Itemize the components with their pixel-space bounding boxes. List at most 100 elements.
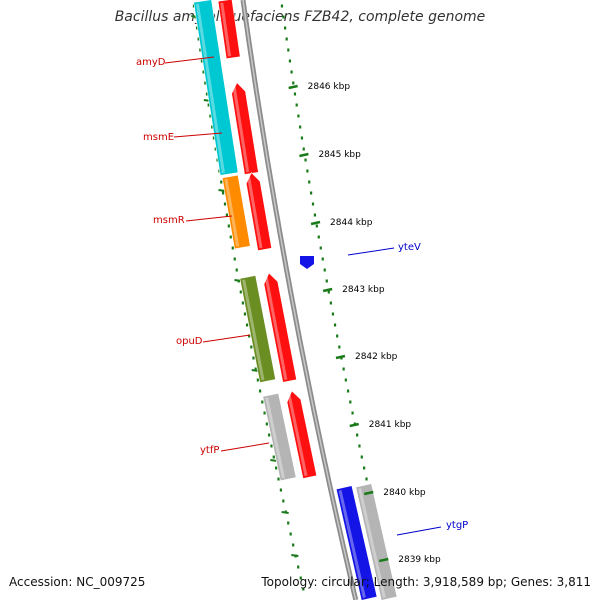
ring-dot (287, 521, 290, 525)
gene-yteV-block (299, 256, 314, 269)
ring-dot (199, 48, 202, 52)
ring-dot (200, 59, 204, 63)
gene-arrow (231, 82, 259, 175)
ring-dot (290, 70, 293, 74)
gene-body (193, 0, 239, 176)
backbone-highlight (242, 0, 357, 600)
ring-dot (338, 345, 341, 349)
gene-leader-line (220, 442, 270, 452)
ring-dot (331, 312, 335, 316)
ring-dot (207, 103, 210, 107)
ring-dot (221, 191, 225, 195)
accession-text: Accession: NC_009725 (9, 575, 146, 589)
gene-arrow (286, 390, 318, 479)
gene-shine (224, 179, 240, 247)
ring-dot (261, 400, 264, 404)
ring-dot (223, 202, 227, 206)
gene-arrow (245, 172, 273, 251)
ring-dot (360, 455, 363, 459)
gene-body (239, 275, 276, 383)
ring-dot (243, 312, 247, 316)
ring-dot (344, 378, 347, 382)
ring-dot (229, 235, 232, 239)
ring-dot (254, 367, 257, 371)
gene-ytfP-block (262, 392, 297, 482)
ring-dot (306, 169, 309, 173)
ring-dot (216, 158, 219, 162)
ring-dot (205, 92, 209, 96)
ring-dot (195, 26, 199, 30)
ring-dot (263, 411, 266, 415)
kbp-tick-mark (299, 152, 309, 158)
gene-body (262, 392, 297, 482)
ring-dot (239, 290, 242, 294)
ring-dot (277, 477, 280, 481)
kbp-tick-mark (322, 287, 333, 293)
ring-dot (349, 400, 352, 404)
gene-arrow (263, 272, 297, 383)
ring-dot (252, 356, 255, 360)
gene-msmR-block (221, 174, 251, 250)
gene-leader-line (185, 215, 233, 222)
ring-dot (351, 411, 354, 415)
kbp-tick-label: 2844 kbp (330, 218, 373, 228)
kbp-tick-mark (363, 490, 374, 496)
ring-dot (279, 488, 283, 492)
ring-dot (256, 378, 259, 382)
ring-dot (202, 70, 205, 74)
ring-dot (319, 246, 322, 250)
gene-shine (358, 488, 386, 598)
gene-red-2 (231, 82, 259, 175)
ring-dot (212, 136, 216, 140)
ring-dot (289, 532, 292, 536)
ring-dot (313, 213, 316, 217)
gene-shine (264, 275, 288, 380)
gene-shine (265, 397, 285, 479)
ring-dot (225, 213, 228, 217)
gene-shine (246, 174, 263, 249)
ring-dot (317, 235, 320, 239)
ring-dot (346, 389, 350, 393)
ring-dot (304, 158, 307, 162)
gene-shine (287, 393, 308, 477)
kbp-tick-label: 2841 kbp (369, 420, 412, 430)
gene-amyD-block (193, 0, 239, 176)
ring-dot (214, 147, 217, 151)
ring-dot (295, 103, 298, 107)
ring-dot (308, 180, 311, 184)
ring-dot (311, 202, 315, 206)
gene-shine (232, 84, 250, 173)
gene-red-4 (263, 272, 297, 383)
ring-dot (325, 279, 328, 283)
gene-red-1 (217, 0, 241, 60)
ring-dot (297, 565, 300, 569)
gene-ytgP-block (335, 485, 378, 600)
gene-leader-line (173, 132, 223, 138)
ring-dot (287, 48, 290, 52)
ring-dot (209, 114, 212, 118)
ring-dot (265, 422, 268, 426)
gene-shine (195, 3, 225, 174)
kbp-tick-label: 2846 kbp (308, 82, 351, 92)
ring-dot (358, 444, 361, 448)
gene-label-opuD: opuD (176, 336, 203, 347)
ring-dot (250, 345, 253, 349)
ring-dot (248, 334, 251, 338)
ring-dot (323, 268, 326, 272)
ring-dot (365, 477, 368, 481)
gene-shine (242, 279, 265, 381)
ring-dot (288, 59, 292, 63)
ring-dot (280, 4, 284, 8)
kbp-tick-mark (335, 354, 346, 360)
ring-dot (241, 301, 244, 305)
gene-body (355, 483, 398, 600)
ring-dot (258, 389, 262, 393)
kbp-tick-label: 2840 kbp (383, 488, 426, 498)
ring-dot (231, 246, 234, 250)
gene-label-ytfP: ytfP (200, 445, 219, 456)
ring-dot (272, 455, 275, 459)
ring-dot (211, 125, 214, 129)
ring-dot (327, 290, 330, 294)
gene-label-msmR: msmR (153, 215, 185, 226)
